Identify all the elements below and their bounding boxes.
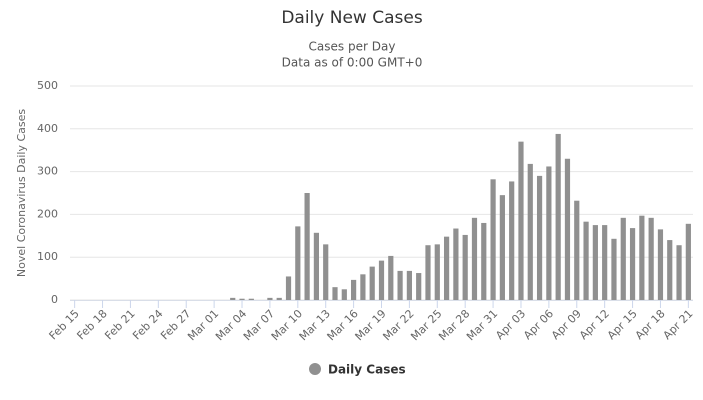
bar — [592, 225, 598, 300]
bar — [406, 270, 412, 300]
x-tick-label: Mar 31 — [464, 307, 500, 343]
bar — [351, 279, 357, 300]
chart-subtitle: Data as of 0:00 GMT+0 — [282, 56, 423, 70]
bar — [509, 181, 515, 300]
x-tick-label: Apr 15 — [605, 307, 640, 342]
y-tick-label: 200 — [37, 207, 58, 220]
bar — [490, 179, 496, 300]
bar — [648, 217, 654, 300]
bar — [462, 234, 468, 300]
chart-title: Daily New Cases — [281, 8, 423, 28]
bar — [611, 238, 617, 300]
y-axis-label: Novel Coronavirus Daily Cases — [15, 109, 28, 277]
bar — [434, 244, 440, 300]
y-tick-label: 300 — [37, 165, 58, 178]
bar — [574, 200, 580, 300]
legend-marker — [309, 363, 321, 375]
legend-label: Daily Cases — [328, 363, 406, 377]
bar — [676, 245, 682, 300]
bar — [295, 226, 301, 300]
bar — [276, 297, 282, 300]
bar — [546, 166, 552, 300]
chart-subtitle: Cases per Day — [309, 40, 396, 54]
bar — [499, 195, 505, 300]
bar — [425, 245, 431, 300]
bar — [564, 158, 571, 300]
x-tick-label: Apr 09 — [549, 307, 584, 342]
x-tick-label: Feb 18 — [74, 307, 109, 342]
bar — [341, 289, 347, 300]
bar — [369, 266, 375, 300]
bar — [602, 225, 608, 300]
bar — [639, 215, 645, 300]
bar — [629, 228, 636, 300]
bar — [471, 217, 478, 300]
x-tick-label: Apr 06 — [521, 307, 556, 342]
bar — [332, 287, 338, 300]
y-tick-label: 400 — [37, 122, 58, 135]
bar — [360, 274, 366, 300]
x-tick-label: Feb 21 — [102, 307, 137, 342]
x-tick-label: Feb 24 — [130, 307, 165, 342]
bar — [323, 244, 329, 300]
bar — [267, 297, 273, 300]
bar — [685, 223, 691, 300]
bar — [536, 175, 543, 300]
bar — [583, 221, 589, 300]
bar — [285, 276, 292, 300]
bar — [248, 298, 254, 300]
x-tick-label: Feb 15 — [47, 307, 82, 342]
bar — [388, 255, 394, 300]
x-tick-label: Apr 21 — [661, 307, 696, 342]
bar — [481, 222, 487, 300]
bar — [230, 297, 236, 300]
x-tick-label: Apr 03 — [493, 307, 528, 342]
x-tick-label: Apr 12 — [577, 307, 612, 342]
bar — [397, 270, 403, 300]
bar — [518, 141, 524, 300]
y-tick-label: 0 — [51, 293, 58, 306]
bar — [620, 217, 626, 300]
bar — [527, 163, 533, 300]
bar — [304, 193, 310, 300]
bar — [453, 228, 459, 300]
bar — [416, 273, 422, 300]
bar — [657, 229, 664, 300]
bar — [378, 260, 385, 300]
bar — [443, 236, 450, 300]
bar — [313, 232, 320, 300]
bar — [667, 240, 673, 300]
bar — [239, 298, 245, 300]
x-tick-label: Apr 18 — [633, 307, 668, 342]
y-tick-label: 500 — [37, 79, 58, 92]
y-tick-label: 100 — [37, 250, 58, 263]
bar — [555, 133, 561, 300]
